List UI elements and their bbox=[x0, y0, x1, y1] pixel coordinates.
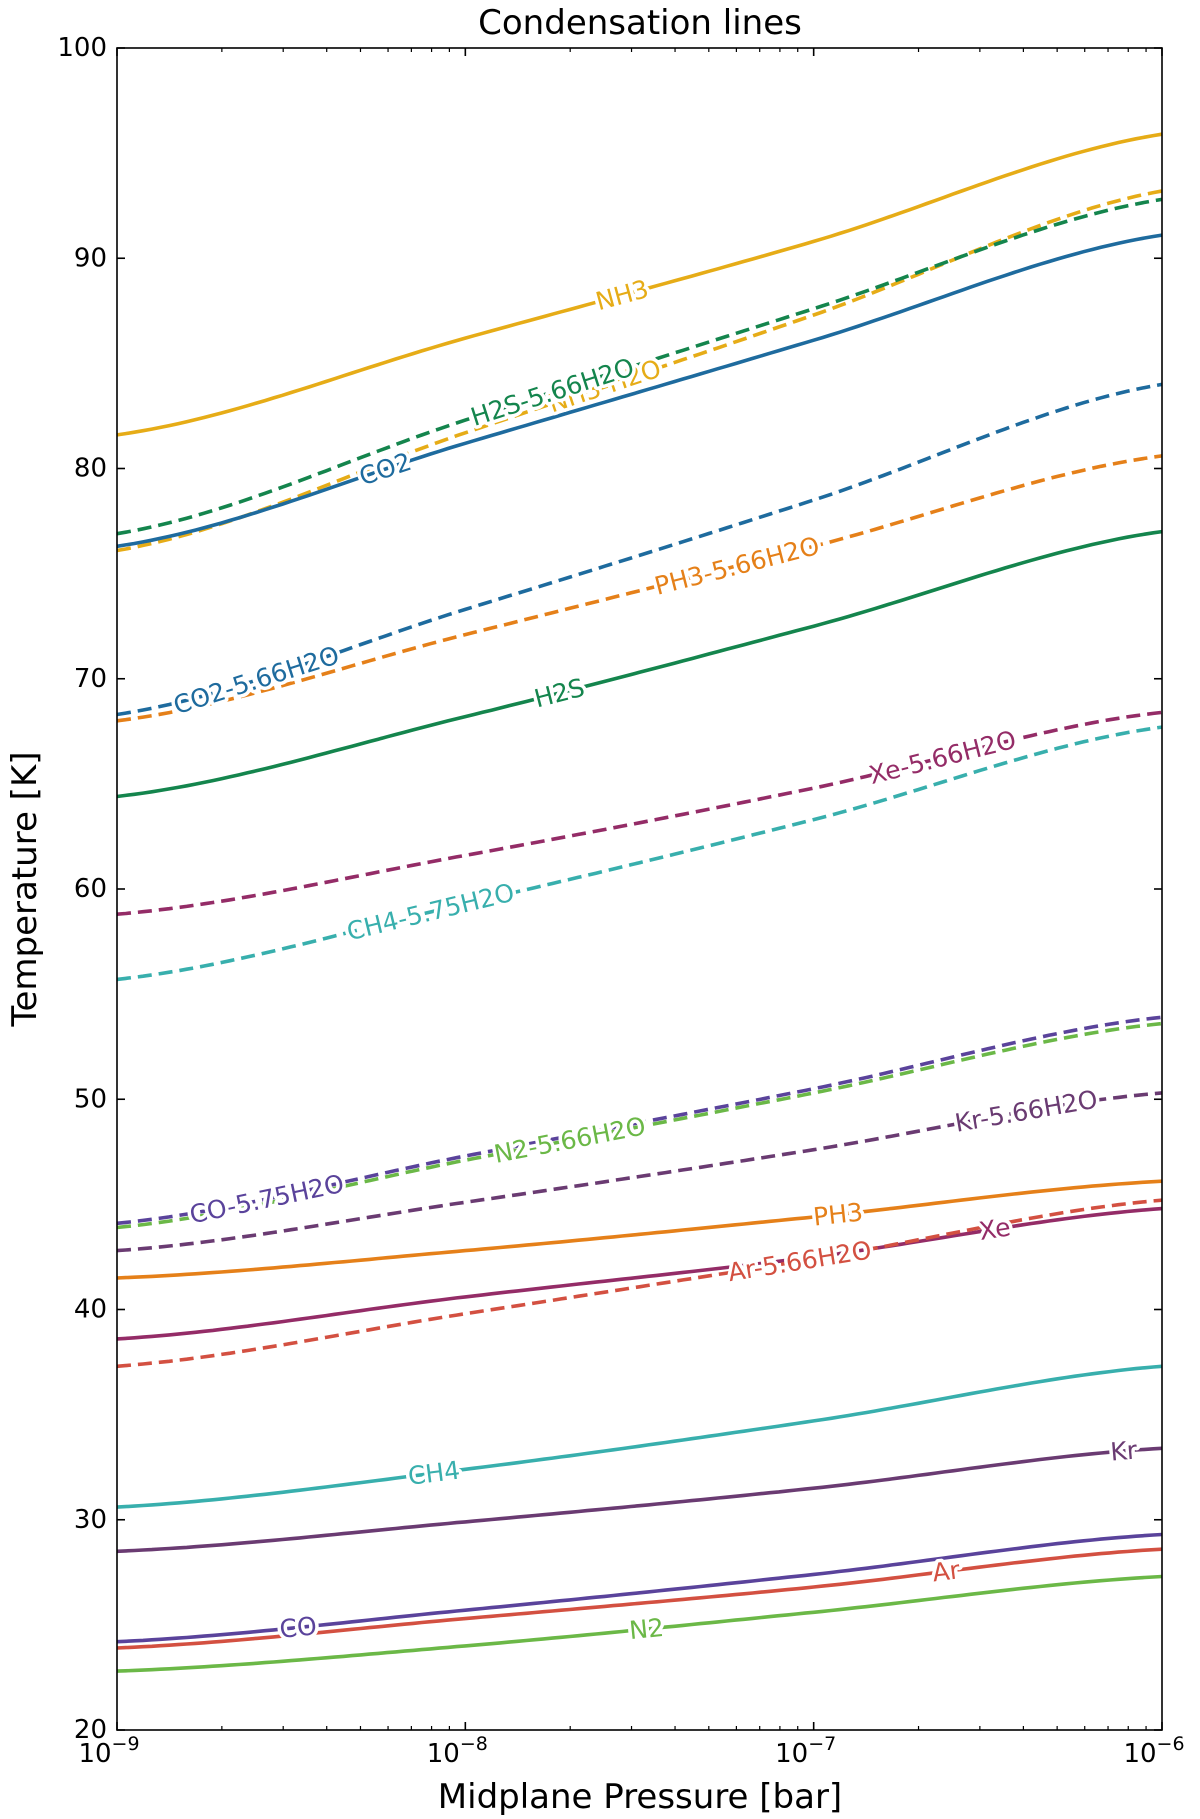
y-tick-label: 60 bbox=[74, 874, 107, 904]
series-label-text-ch4-5-75h2o: CH4-5.75H2O bbox=[344, 878, 517, 947]
series-line-ph3 bbox=[116, 1179, 1163, 1280]
series-label-ch4-5-75h2o: CH4-5.75H2O bbox=[340, 874, 520, 950]
series-label-text-xe: Xe bbox=[977, 1212, 1013, 1246]
y-tick-label: 100 bbox=[57, 33, 107, 63]
y-tick-label: 20 bbox=[74, 1715, 107, 1745]
x-tick-base: 10 bbox=[1123, 1739, 1156, 1769]
series-label-text-n2-5-66h2o: N2-5.66H2O bbox=[492, 1111, 648, 1168]
y-tick-label: 80 bbox=[74, 454, 107, 484]
series-label-co2-5-66h2o: CO2-5.66H2O bbox=[166, 637, 346, 724]
series-line-kr-5-66h2o bbox=[116, 1091, 1163, 1253]
x-tick-label: 10−7 bbox=[775, 1733, 836, 1769]
series-label-text-h2s: H2S bbox=[531, 673, 587, 714]
series-line-xe-5-66h2o bbox=[116, 710, 1163, 916]
series-label-co2: CO2 bbox=[352, 443, 419, 495]
y-tick-label: 30 bbox=[74, 1505, 107, 1535]
series-label-text-ar-5-66h2o: Ar-5.66H2O bbox=[726, 1235, 874, 1287]
x-tick-base: 10 bbox=[427, 1739, 460, 1769]
y-axis-label: Temperature [K] bbox=[5, 751, 45, 1027]
series-line-xe bbox=[116, 1206, 1163, 1341]
series-label-text-kr: Kr bbox=[1109, 1435, 1139, 1466]
series-line-co2 bbox=[116, 233, 1163, 549]
x-tick-exponent: −7 bbox=[808, 1733, 836, 1755]
series-label-ch4: CH4 bbox=[403, 1452, 465, 1494]
series-label-ar-5-66h2o: Ar-5.66H2O bbox=[722, 1232, 877, 1291]
x-axis-label: Midplane Pressure [bar] bbox=[438, 1777, 842, 1817]
chart-title: Condensation lines bbox=[478, 3, 802, 43]
series-label-text-kr-5-66h2o: Kr-5.66H2O bbox=[953, 1085, 1100, 1138]
series-line-co-5-75h2o bbox=[116, 1015, 1163, 1226]
series-label-text-ph3-5-66h2o: PH3-5.66H2O bbox=[652, 531, 823, 601]
series-label-ph3-5-66h2o: PH3-5.66H2O bbox=[648, 527, 826, 604]
series-label-text-ch4: CH4 bbox=[406, 1456, 461, 1491]
plot-lines-layer bbox=[116, 132, 1163, 1673]
series-label-co-5-75h2o: CO-5.75H2O bbox=[184, 1165, 351, 1232]
series-label-text-ar: Ar bbox=[931, 1555, 963, 1587]
x-tick-exponent: −9 bbox=[112, 1733, 140, 1755]
x-tick-base: 10 bbox=[78, 1739, 111, 1769]
line-labels-layer: NH3NH3-H2OH2S-5.66H2OCO2CO2-5.66H2OPH3-5… bbox=[166, 271, 1143, 1649]
series-line-ph3-5-66h2o bbox=[116, 454, 1163, 723]
series-label-text-nh3: NH3 bbox=[593, 274, 652, 316]
series-line-co bbox=[116, 1532, 1163, 1644]
x-tick-label: 10−9 bbox=[78, 1733, 139, 1769]
series-line-n2 bbox=[116, 1574, 1163, 1673]
series-label-n2: N2 bbox=[624, 1609, 668, 1648]
series-label-text-co: CO bbox=[278, 1611, 318, 1644]
series-label-text-co-5-75h2o: CO-5.75H2O bbox=[187, 1169, 347, 1229]
series-label-h2s: H2S bbox=[528, 669, 591, 717]
series-label-kr-5-66h2o: Kr-5.66H2O bbox=[949, 1081, 1103, 1141]
series-line-co2-5-66h2o bbox=[116, 382, 1163, 717]
x-tick-exponent: −8 bbox=[460, 1733, 488, 1755]
series-line-kr bbox=[116, 1446, 1163, 1554]
x-tick-exponent: −6 bbox=[1157, 1733, 1185, 1755]
series-line-nh3 bbox=[116, 132, 1163, 437]
series-line-nh3-h2o bbox=[116, 189, 1163, 553]
series-label-xe: Xe bbox=[974, 1209, 1017, 1250]
series-label-text-n2: N2 bbox=[628, 1613, 665, 1645]
series-line-h2s bbox=[116, 529, 1163, 799]
series-label-text-co2: CO2 bbox=[355, 447, 415, 492]
series-label-nh3: NH3 bbox=[589, 271, 655, 320]
y-tick-label: 50 bbox=[74, 1084, 107, 1114]
series-label-ar: Ar bbox=[927, 1552, 966, 1591]
x-tick-label: 10−8 bbox=[427, 1733, 488, 1769]
series-label-ph3: PH3 bbox=[808, 1194, 868, 1235]
x-tick-base: 10 bbox=[775, 1739, 808, 1769]
y-tick-label: 40 bbox=[74, 1295, 107, 1325]
series-line-n2-5-66h2o bbox=[116, 1021, 1163, 1230]
series-label-text-ph3: PH3 bbox=[812, 1197, 865, 1231]
series-label-text-co2-5-66h2o: CO2-5.66H2O bbox=[170, 640, 343, 720]
series-label-n2-5-66h2o: N2-5.66H2O bbox=[488, 1108, 651, 1172]
series-line-ar bbox=[116, 1547, 1163, 1650]
series-line-ch4-5-75h2o bbox=[116, 725, 1163, 982]
series-label-co: CO bbox=[275, 1608, 322, 1648]
x-tick-label: 10−6 bbox=[1123, 1733, 1184, 1769]
series-label-kr: Kr bbox=[1106, 1432, 1143, 1470]
y-tick-label: 90 bbox=[74, 243, 107, 273]
series-line-h2s-5-66h2o bbox=[116, 197, 1163, 536]
series-line-ar-5-66h2o bbox=[116, 1198, 1163, 1369]
y-tick-label: 70 bbox=[74, 664, 107, 694]
series-line-ch4 bbox=[116, 1364, 1163, 1509]
